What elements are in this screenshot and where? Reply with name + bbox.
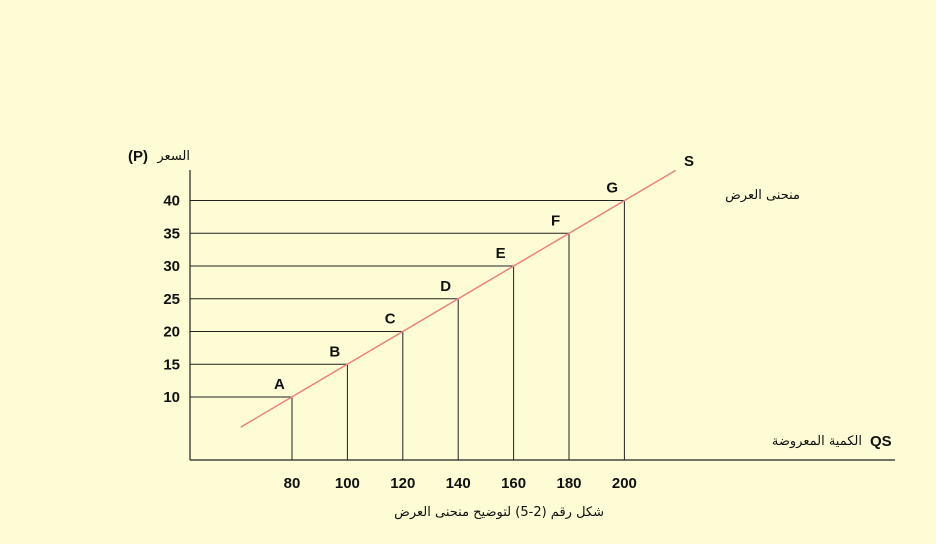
point-label-a: A xyxy=(274,376,285,393)
y-tick-25: 25 xyxy=(163,291,180,308)
y-tick-35: 35 xyxy=(163,225,180,242)
x-tick-180: 180 xyxy=(556,475,581,492)
supply-curve-line xyxy=(240,169,677,428)
x-tick-200: 200 xyxy=(612,475,637,492)
y-tick-15: 15 xyxy=(163,356,180,373)
point-label-e: E xyxy=(496,245,506,262)
curve-label: S xyxy=(684,153,694,170)
y-axis-title-en: (P) xyxy=(128,148,148,165)
point-label-f: F xyxy=(551,212,560,229)
point-label-b: B xyxy=(329,343,340,360)
point-label-c: C xyxy=(385,311,396,328)
x-tick-labels: 80 100 120 140 160 180 200 xyxy=(284,475,637,492)
point-label-g: G xyxy=(606,180,618,197)
y-tick-10: 10 xyxy=(163,389,180,406)
curve-name-ar: منحنى العرض xyxy=(725,188,800,203)
x-tick-160: 160 xyxy=(501,475,526,492)
y-axis-title-ar: السعر xyxy=(156,149,190,164)
y-tick-20: 20 xyxy=(163,324,180,341)
guide-lines xyxy=(190,200,625,460)
point-labels: A B C D E F G xyxy=(274,180,618,394)
point-label-d: D xyxy=(440,278,451,295)
x-tick-120: 120 xyxy=(390,475,415,492)
x-axis-title-ar: الكمية المعروضة xyxy=(772,434,862,449)
y-tick-labels: 10 15 20 25 30 35 40 xyxy=(163,193,180,407)
x-axis-title-en: QS xyxy=(870,433,892,450)
figure-caption: شكل رقم (2-5) لتوضيح منحنى العرض xyxy=(394,505,604,520)
x-tick-80: 80 xyxy=(284,475,301,492)
x-tick-100: 100 xyxy=(335,475,360,492)
x-tick-140: 140 xyxy=(446,475,471,492)
y-tick-40: 40 xyxy=(163,193,180,210)
y-tick-30: 30 xyxy=(163,258,180,275)
